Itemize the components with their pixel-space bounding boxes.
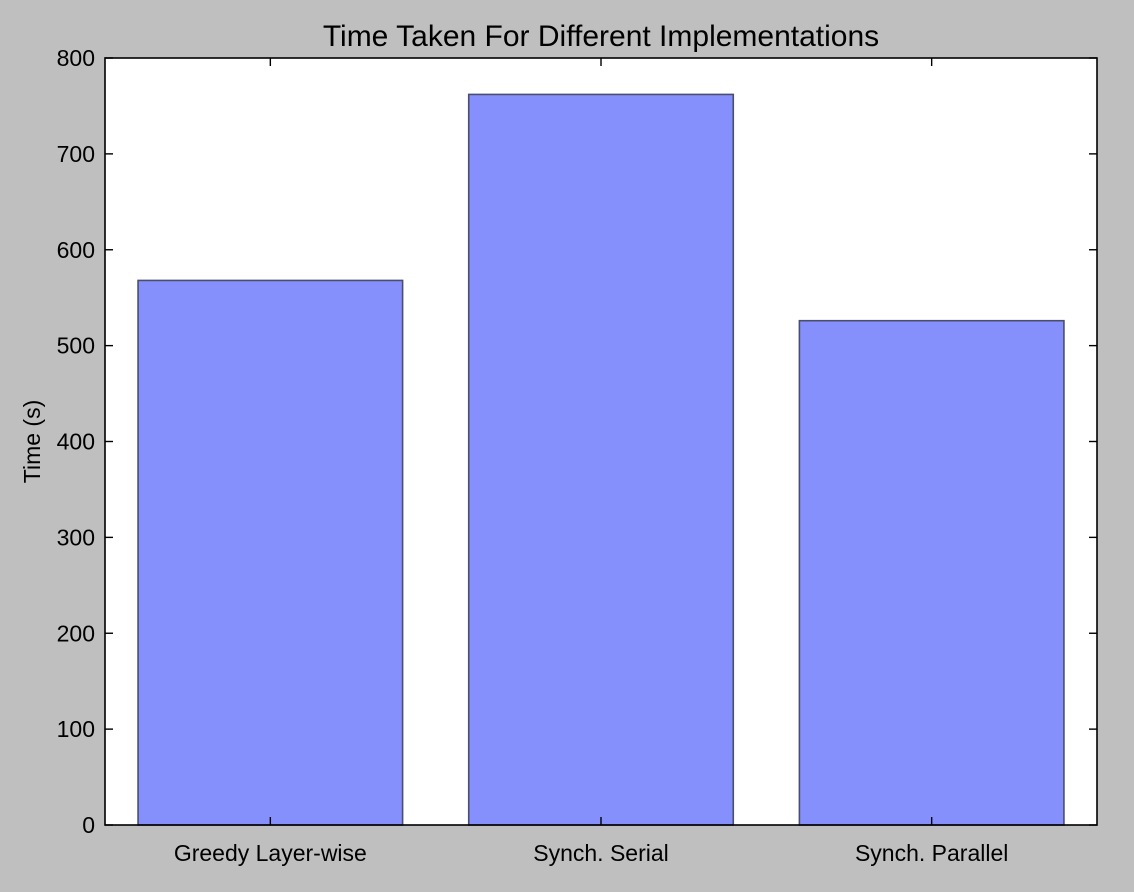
y-tick-label: 400: [57, 429, 95, 455]
y-tick-label: 300: [57, 524, 95, 550]
y-tick-label: 700: [57, 141, 95, 167]
bar-synch-parallel: [798, 319, 1065, 826]
y-tick-label: 0: [82, 812, 95, 838]
y-tick-labels: 0 100 200 300 400 500 600 700 800: [57, 45, 95, 838]
bar-synch-serial: [467, 93, 735, 826]
x-tick-label: Greedy Layer-wise: [174, 840, 367, 866]
y-tick-label: 600: [57, 237, 95, 263]
bar-greedy-layer-wise: [137, 279, 404, 826]
chart-title: Time Taken For Different Implementations: [323, 20, 879, 53]
y-tick-label: 800: [57, 45, 95, 71]
x-tick-label: Synch. Parallel: [855, 840, 1008, 866]
x-tick-labels: Greedy Layer-wise Synch. Serial Synch. Par…: [174, 840, 1009, 866]
y-tick-label: 100: [57, 716, 95, 742]
y-tick-label: 200: [57, 620, 95, 646]
bars-group: [137, 93, 1065, 826]
y-tick-label: 500: [57, 333, 95, 359]
plot-frame: [104, 57, 1098, 826]
y-axis-label: Time (s): [19, 400, 45, 483]
x-tick-label: Synch. Serial: [533, 840, 669, 866]
